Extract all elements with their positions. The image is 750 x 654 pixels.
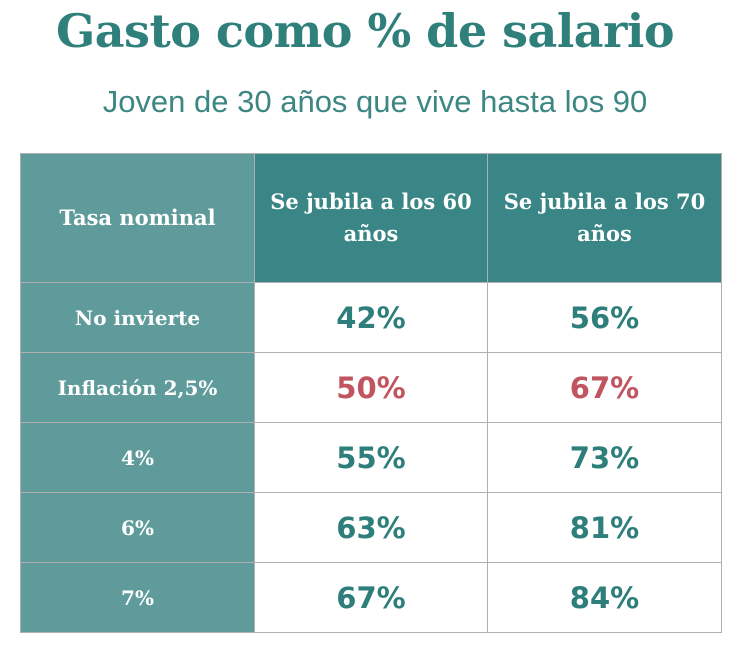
value-70: 73%	[487, 422, 722, 493]
table-row: Inflación 2,5% 50% 67%	[20, 352, 722, 423]
header-tasa-nominal: Tasa nominal	[20, 153, 255, 283]
table-row: 6% 63% 81%	[20, 492, 722, 563]
header-jubila-70: Se jubila a los 70 años	[487, 153, 722, 283]
salary-spend-table: Tasa nominal Se jubila a los 60 años Se …	[20, 153, 722, 633]
table-row: No invierte 42% 56%	[20, 282, 722, 353]
value-60: 42%	[254, 282, 488, 353]
row-label: 6%	[20, 492, 255, 563]
page-title: Gasto como % de salario	[55, 4, 675, 58]
table-row: 7% 67% 84%	[20, 562, 722, 633]
value-60: 63%	[254, 492, 488, 563]
row-label: No invierte	[20, 282, 255, 353]
value-60: 55%	[254, 422, 488, 493]
page-subtitle: Joven de 30 años que vive hasta los 90	[102, 84, 648, 119]
value-70: 81%	[487, 492, 722, 563]
value-70: 84%	[487, 562, 722, 633]
row-label: Inflación 2,5%	[20, 352, 255, 423]
value-70: 56%	[487, 282, 722, 353]
header-row: Tasa nominal Se jubila a los 60 años Se …	[20, 153, 722, 283]
row-label: 7%	[20, 562, 255, 633]
table-row: 4% 55% 73%	[20, 422, 722, 493]
row-label: 4%	[20, 422, 255, 493]
value-60: 50%	[254, 352, 488, 423]
header-jubila-60: Se jubila a los 60 años	[254, 153, 488, 283]
value-60: 67%	[254, 562, 488, 633]
value-70: 67%	[487, 352, 722, 423]
